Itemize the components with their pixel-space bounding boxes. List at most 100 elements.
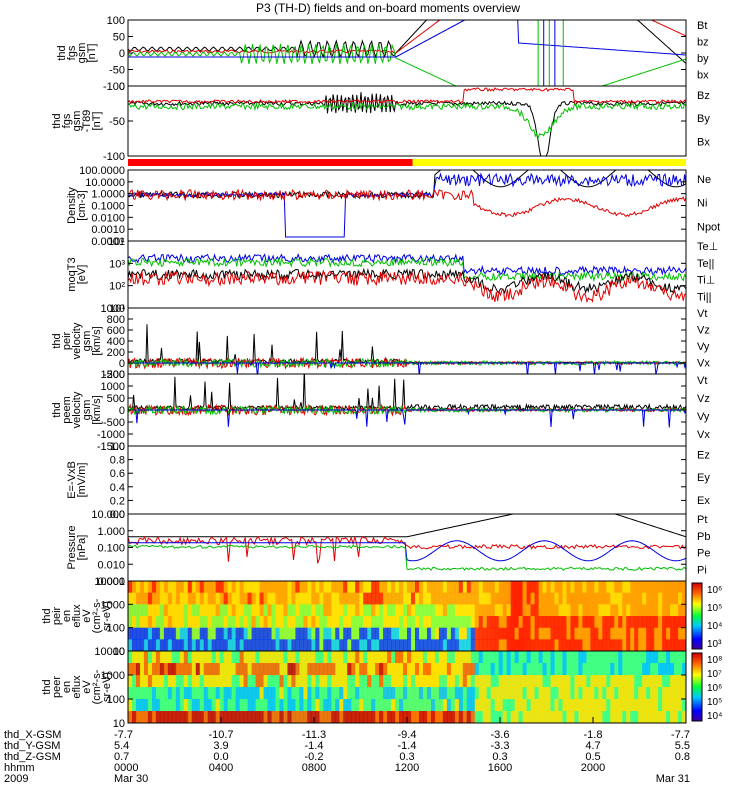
spectrogram-cell [231,604,237,617]
panel-frame [127,85,687,157]
legend-entry: Npot [697,221,720,233]
spectrogram-cell [143,675,149,688]
spectrogram-cell [410,651,416,664]
spectrogram-cell [159,616,165,629]
spectrogram-cell [147,663,153,676]
spectrogram-cell [315,616,320,629]
spectrogram-cell [550,592,556,605]
spectrogram-cell [510,627,516,640]
legend-entry: By [697,113,710,125]
colorbar-tick-label: 10⁶ [707,683,722,694]
spectrogram-cell [614,675,619,688]
spectrogram-cell [359,616,364,629]
spectrogram-cell [678,675,683,688]
spectrogram-cell [610,675,615,688]
spectrogram-cell [367,663,372,676]
spectrogram-cell [391,663,396,676]
spectrogram-cell [462,651,468,664]
spectrogram-cell [678,627,683,640]
spectrogram-cell [311,651,316,664]
spectrogram-cell [674,592,679,605]
spectrogram-cell [227,616,233,629]
spectrogram-cell [666,616,671,629]
spectrogram-cell [646,675,651,688]
spectrogram-cell [323,663,328,676]
spectrogram-cell [494,675,500,688]
y-axis-label: thdpeerenefluxeV(cm²-s-sr-eV) [41,669,113,704]
spectrogram-cell [486,687,492,700]
spectrogram-cell [295,687,300,700]
spectrogram-cell [143,616,149,629]
spectrogram-cell [128,699,133,712]
spectrogram-cell [371,627,376,640]
spectrogram-cell [410,592,416,605]
legend-entry: Pb [697,531,710,543]
spectrogram-cell [510,581,516,594]
spectrogram-cell [458,639,464,651]
spectrogram-cell [259,663,265,676]
spectrogram-cell [207,581,213,594]
spectrogram-cell [478,687,484,700]
spectrogram-cell [570,604,575,617]
spectrogram-cell [215,581,221,594]
y-axis-label-line: [nT] [86,44,98,63]
spectrogram-cell [243,687,249,700]
spectrogram-cell [546,675,552,688]
spectrogram-cell [630,687,635,700]
y-axis-label-line: [eV] [76,265,88,285]
spectrogram-cell [387,663,392,676]
spectrogram-cell [578,581,583,594]
spectrogram-cell [494,699,500,712]
spectrogram-cell [558,687,564,700]
spectrogram-cell [450,592,456,605]
spectrogram-cell [482,651,488,664]
spectrogram-cell [271,687,277,700]
spectrogram-cell [650,663,655,676]
y-axis-label-line: thd [41,608,53,623]
spectrogram-cell [131,604,137,617]
panel-pressure: 10.0001.0000.1000.0100.001Pressure[nPa]P… [66,509,710,588]
spectrogram-cell [594,616,599,629]
spectrogram-cell [211,651,217,664]
spectrogram-cell [167,592,173,605]
spectrogram-cell [482,687,488,700]
spectrogram-cell [379,581,384,594]
spectrogram-cell [622,639,627,651]
spectrogram-cell [614,687,619,700]
spectrogram-cell [634,639,639,651]
spectrogram-cell [650,711,655,723]
spectrogram-cell [355,639,360,651]
spectrogram-cell [474,581,480,594]
spectrogram-cell [319,592,324,605]
spectrogram-cell [414,651,420,664]
spectrogram-cell [510,675,516,688]
spectrogram-cell [574,711,579,723]
spectrogram-cell [650,616,655,629]
spectrogram-cell [546,616,552,629]
spectrogram-cell [135,627,141,640]
spectrogram-cell [331,711,336,723]
spectrogram-cell [183,651,189,664]
spectrogram-cell [630,651,635,664]
spectrogram-cell [383,651,388,664]
spectrogram-cell [458,581,464,594]
spectrogram-cell [391,687,396,700]
spectrogram-cell [247,699,253,712]
y-axis-label-line: thd [51,402,63,417]
spectrogram-cell [143,581,149,594]
spectrogram-cell [666,627,671,640]
spectrogram-cell [375,699,380,712]
spectrogram-cell [482,604,488,617]
spectrogram-cell [159,663,165,676]
spectrogram-cell [638,604,643,617]
spectrogram-cell [554,651,560,664]
spectrogram-cell [167,675,173,688]
spectrogram-cell [363,711,368,723]
series-line [128,544,686,571]
spectrogram-cell [530,592,536,605]
spectrogram-cell [642,627,647,640]
spectrogram-cell [474,675,480,688]
spectrogram-cell [582,651,587,664]
spectrogram-cell [594,651,599,664]
spectrogram-cell [614,604,619,617]
